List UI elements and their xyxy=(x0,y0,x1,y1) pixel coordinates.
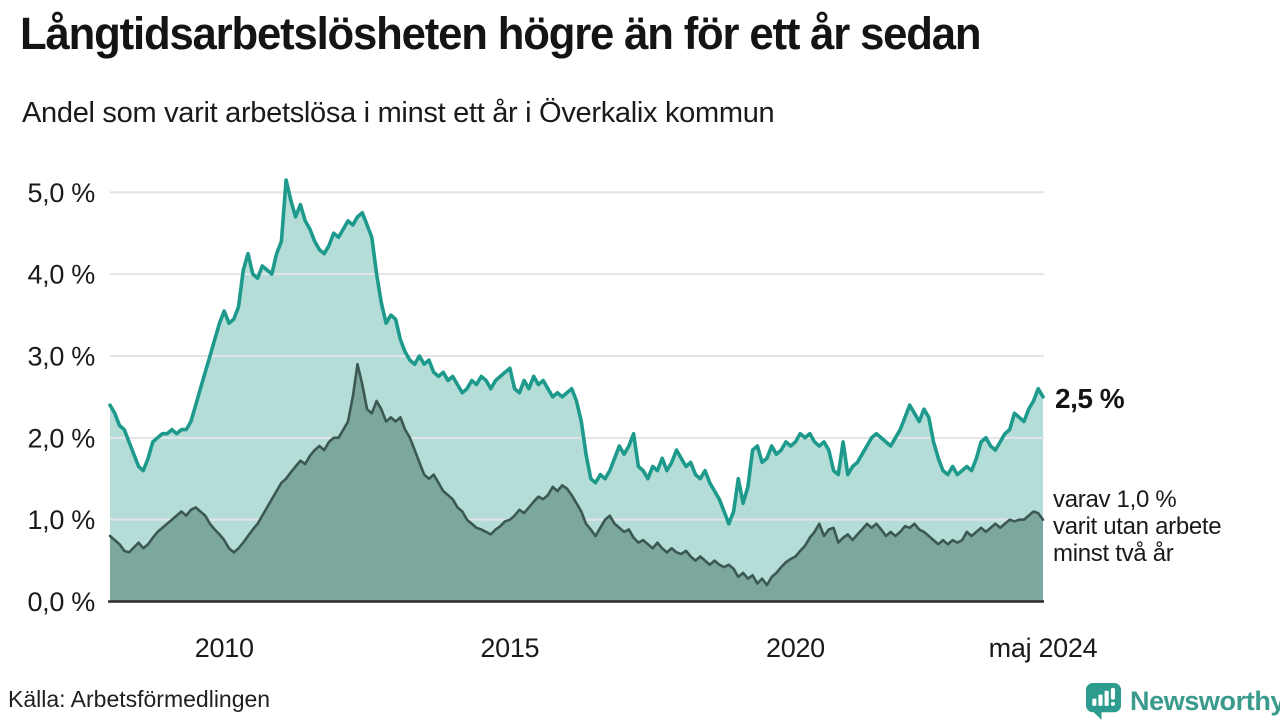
logo-exclamation-dot xyxy=(1110,701,1115,706)
x-tick-label: 2015 xyxy=(480,633,539,663)
secondary-annotation-line-1: varav 1,0 % xyxy=(1053,486,1177,513)
y-tick-label: 1,0 % xyxy=(27,505,95,535)
source-credit: Källa: Arbetsförmedlingen xyxy=(8,686,271,712)
logo-bar-medium xyxy=(1098,694,1103,706)
newsworthy-wordmark: Newsworthy xyxy=(1130,685,1280,716)
secondary-annotation-line-3: minst två år xyxy=(1053,540,1174,567)
x-tick-label: maj 2024 xyxy=(989,633,1098,663)
primary-line xyxy=(108,178,1045,526)
logo-bar-tall xyxy=(1104,690,1109,706)
secondary-annotation-line-2: varit utan arbete xyxy=(1053,513,1222,540)
page-subtitle: Andel som varit arbetslösa i minst ett å… xyxy=(22,97,775,129)
secondary-area-fill xyxy=(110,364,1043,602)
newsworthy-logo: Newsworthy xyxy=(1085,682,1280,720)
y-tick-label: 0,0 % xyxy=(27,587,95,617)
x-tick-label: 2010 xyxy=(195,633,254,663)
y-tick-label: 2,0 % xyxy=(27,423,95,453)
page-title: Långtidsarbetslösheten högre än för ett … xyxy=(20,8,982,59)
y-tick-label: 3,0 % xyxy=(27,341,95,371)
newsworthy-logo-icon xyxy=(1085,682,1122,720)
x-tick-label: 2020 xyxy=(766,633,825,663)
secondary-annotation: varav 1,0 % varit utan arbete minst två … xyxy=(1053,486,1273,567)
y-tick-label: 4,0 % xyxy=(27,260,95,290)
latest-value-label: 2,5 % xyxy=(1055,383,1125,414)
logo-bar-short xyxy=(1092,698,1097,706)
y-tick-label: 5,0 % xyxy=(27,178,95,208)
secondary-line xyxy=(108,362,1045,587)
logo-exclamation-stem xyxy=(1110,687,1115,700)
